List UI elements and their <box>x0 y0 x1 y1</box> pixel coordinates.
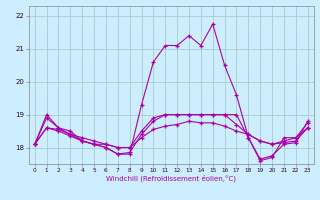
X-axis label: Windchill (Refroidissement éolien,°C): Windchill (Refroidissement éolien,°C) <box>106 175 236 182</box>
